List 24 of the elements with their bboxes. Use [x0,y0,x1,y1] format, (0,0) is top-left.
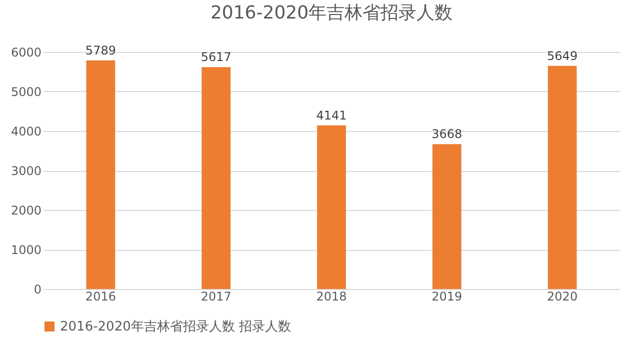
bar [317,125,346,289]
bar [202,67,231,289]
bar [548,66,577,289]
x-tick-label: 2020 [547,290,578,304]
bar [86,60,116,289]
x-tick-label: 2016 [85,290,116,304]
y-tick-label: 6000 [10,46,42,60]
data-label: 5789 [85,43,116,58]
y-tick-label: 5000 [10,85,42,99]
x-tick-label: 2017 [200,290,232,304]
bar [432,144,462,289]
x-tick-label: 2019 [432,290,462,304]
y-tick-label: 3000 [10,164,42,178]
y-tick-label: 0 [34,282,42,296]
data-label: 4141 [316,108,347,122]
y-tick-label: 4000 [10,124,42,138]
legend-label: 2016-2020年吉林省招录人数 招录人数 [60,320,291,334]
y-tick-label: 1000 [10,243,42,257]
y-tick-label: 2000 [10,204,42,218]
x-tick-label: 2018 [316,290,347,304]
data-label: 5617 [200,50,232,64]
data-label: 3668 [432,127,462,142]
chart-title: 2016-2020年吉林省招录人数 [210,2,453,24]
data-label: 5649 [547,48,578,63]
